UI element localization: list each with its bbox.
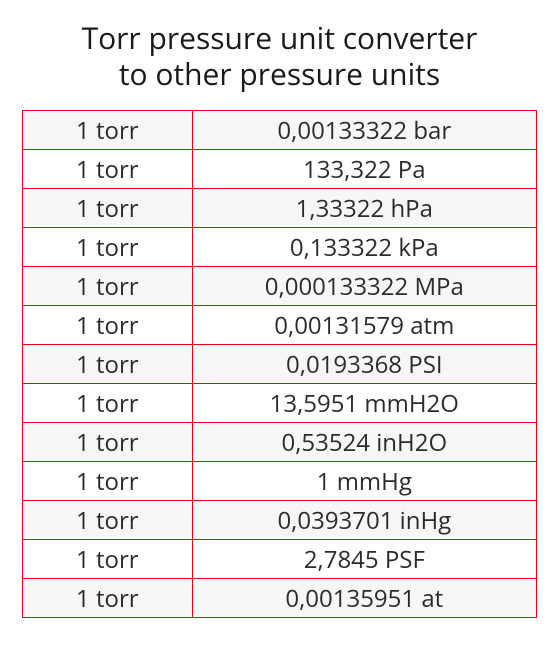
cell-to: 0,0393701 inHg	[192, 501, 536, 540]
cell-from: 1 torr	[23, 579, 193, 618]
cell-to: 0,000133322 MPa	[192, 267, 536, 306]
cell-from: 1 torr	[23, 228, 193, 267]
title-line-1: Torr pressure unit converter	[82, 17, 478, 58]
cell-from: 1 torr	[23, 384, 193, 423]
cell-to: 1 mmHg	[192, 462, 536, 501]
cell-to: 0,00131579 atm	[192, 306, 536, 345]
cell-from: 1 torr	[23, 501, 193, 540]
cell-from: 1 torr	[23, 111, 193, 150]
cell-from: 1 torr	[23, 306, 193, 345]
cell-from: 1 torr	[23, 267, 193, 306]
cell-to: 0,53524 inH2O	[192, 423, 536, 462]
table-row: 1 torr13,5951 mmH2O	[23, 384, 537, 423]
table-row: 1 torr1,33322 hPa	[23, 189, 537, 228]
title-line-2: to other pressure units	[119, 53, 440, 94]
cell-to: 1,33322 hPa	[192, 189, 536, 228]
table-row: 1 torr0,0193368 PSI	[23, 345, 537, 384]
cell-from: 1 torr	[23, 462, 193, 501]
table-row: 1 torr0,00133322 bar	[23, 111, 537, 150]
cell-from: 1 torr	[23, 540, 193, 579]
cell-from: 1 torr	[23, 345, 193, 384]
cell-to: 13,5951 mmH2O	[192, 384, 536, 423]
cell-to: 0,133322 kPa	[192, 228, 536, 267]
table-row: 1 torr1 mmHg	[23, 462, 537, 501]
cell-from: 1 torr	[23, 150, 193, 189]
table-row: 1 torr0,000133322 MPa	[23, 267, 537, 306]
cell-to: 2,7845 PSF	[192, 540, 536, 579]
table-row: 1 torr0,0393701 inHg	[23, 501, 537, 540]
cell-to: 0,00135951 at	[192, 579, 536, 618]
table-row: 1 torr0,53524 inH2O	[23, 423, 537, 462]
table-row: 1 torr0,00131579 atm	[23, 306, 537, 345]
cell-from: 1 torr	[23, 423, 193, 462]
cell-from: 1 torr	[23, 189, 193, 228]
cell-to: 0,00133322 bar	[192, 111, 536, 150]
table-row: 1 torr2,7845 PSF	[23, 540, 537, 579]
table-row: 1 torr133,322 Pa	[23, 150, 537, 189]
table-row: 1 torr0,00135951 at	[23, 579, 537, 618]
page-title: Torr pressure unit converter to other pr…	[22, 20, 537, 92]
table-row: 1 torr0,133322 kPa	[23, 228, 537, 267]
conversion-table: 1 torr0,00133322 bar1 torr133,322 Pa1 to…	[22, 110, 537, 618]
cell-to: 133,322 Pa	[192, 150, 536, 189]
conversion-table-body: 1 torr0,00133322 bar1 torr133,322 Pa1 to…	[23, 111, 537, 618]
cell-to: 0,0193368 PSI	[192, 345, 536, 384]
